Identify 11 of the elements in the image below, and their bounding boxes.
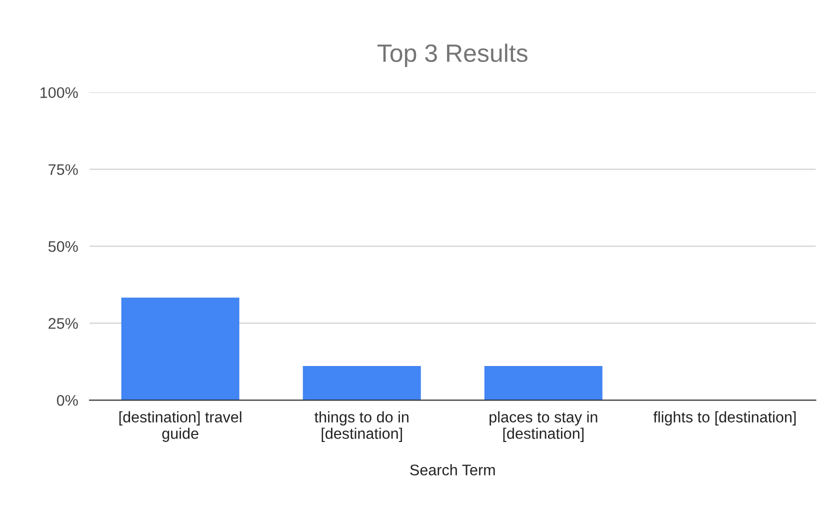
y-tick-label: 75%: [48, 164, 78, 175]
x-tick-label: places to stay in [destination]: [490, 411, 598, 442]
x-tick-label: things to do in [destination]: [314, 411, 408, 442]
x-axis-title: Search Term: [410, 464, 495, 476]
y-tick-label: 50%: [48, 241, 78, 252]
y-tick-label: 100%: [40, 87, 78, 98]
x-tick-label: [destination] travel guide: [119, 411, 242, 442]
y-tick-label: 25%: [48, 318, 78, 329]
x-tick-label: flights to [destination]: [653, 411, 796, 426]
chart-title: Top 3 Results: [377, 44, 528, 67]
y-tick-label: 0%: [56, 395, 78, 406]
